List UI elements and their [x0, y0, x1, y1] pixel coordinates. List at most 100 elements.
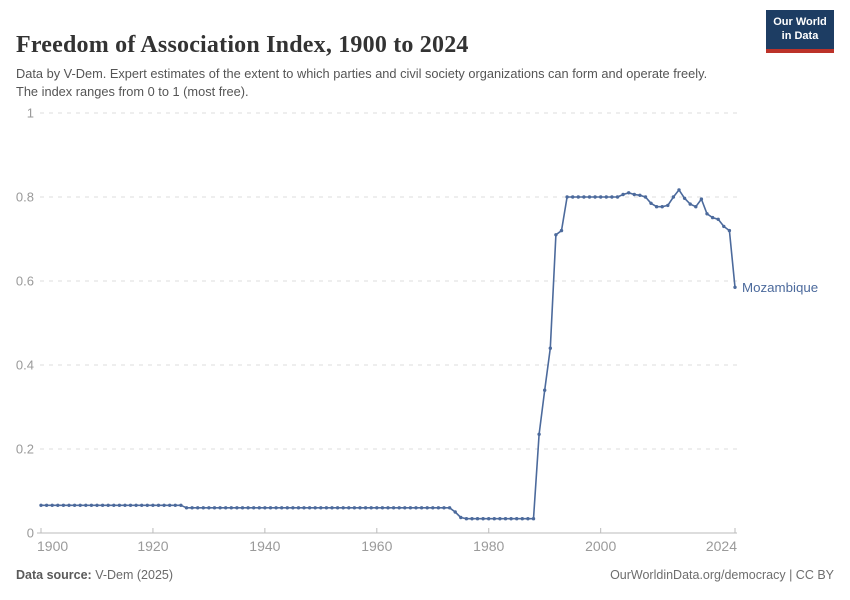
data-point[interactable]	[123, 503, 127, 507]
data-point[interactable]	[599, 195, 603, 199]
data-point[interactable]	[682, 196, 687, 200]
data-point[interactable]	[615, 195, 620, 199]
data-point[interactable]	[296, 506, 301, 510]
data-point[interactable]	[716, 217, 720, 221]
data-point[interactable]	[358, 506, 362, 510]
data-point[interactable]	[587, 195, 592, 199]
data-point[interactable]	[95, 503, 99, 507]
data-point[interactable]	[134, 503, 138, 507]
data-point[interactable]	[319, 506, 323, 510]
data-point[interactable]	[453, 510, 457, 514]
data-point[interactable]	[263, 506, 267, 510]
data-point[interactable]	[212, 506, 217, 510]
data-point[interactable]	[291, 506, 295, 510]
data-point[interactable]	[112, 503, 116, 507]
data-point[interactable]	[117, 503, 122, 507]
data-point[interactable]	[515, 517, 519, 521]
data-point[interactable]	[330, 506, 334, 510]
data-point[interactable]	[156, 503, 161, 507]
data-point[interactable]	[632, 192, 636, 197]
data-point[interactable]	[470, 517, 474, 521]
data-point[interactable]	[397, 506, 401, 510]
data-point[interactable]	[61, 503, 66, 507]
data-point[interactable]	[447, 506, 452, 510]
data-point[interactable]	[363, 506, 368, 510]
data-point[interactable]	[128, 503, 133, 507]
data-point[interactable]	[503, 517, 508, 521]
data-point[interactable]	[492, 517, 496, 521]
data-point[interactable]	[100, 503, 105, 507]
data-point[interactable]	[84, 503, 88, 507]
data-point[interactable]	[576, 195, 580, 199]
data-point[interactable]	[39, 503, 43, 507]
data-point[interactable]	[151, 503, 155, 507]
data-point[interactable]	[559, 228, 564, 233]
data-point[interactable]	[324, 506, 329, 510]
data-point[interactable]	[727, 228, 732, 233]
entity-label[interactable]: Mozambique	[742, 280, 818, 295]
data-point[interactable]	[72, 503, 77, 507]
data-point[interactable]	[710, 215, 715, 220]
series-line[interactable]	[41, 189, 736, 520]
data-point[interactable]	[369, 506, 373, 510]
data-point[interactable]	[571, 195, 575, 199]
data-point[interactable]	[207, 506, 211, 510]
data-point[interactable]	[246, 506, 250, 510]
data-point[interactable]	[621, 192, 625, 197]
data-point[interactable]	[179, 503, 183, 507]
data-point[interactable]	[173, 503, 177, 507]
data-point[interactable]	[671, 195, 676, 199]
data-point[interactable]	[464, 517, 469, 521]
data-point[interactable]	[436, 506, 441, 510]
data-point[interactable]	[688, 202, 692, 206]
data-point[interactable]	[487, 517, 491, 521]
data-point[interactable]	[694, 205, 698, 209]
data-point[interactable]	[218, 506, 222, 510]
data-point[interactable]	[498, 517, 502, 521]
data-point[interactable]	[252, 506, 256, 510]
data-point[interactable]	[89, 503, 94, 507]
data-point[interactable]	[196, 506, 200, 510]
data-point[interactable]	[229, 506, 233, 510]
data-point[interactable]	[403, 506, 407, 510]
data-point[interactable]	[257, 506, 261, 510]
data-point[interactable]	[459, 515, 463, 520]
data-point[interactable]	[543, 388, 547, 392]
data-point[interactable]	[643, 195, 648, 199]
data-point[interactable]	[649, 201, 653, 205]
data-point[interactable]	[425, 506, 429, 510]
data-point[interactable]	[106, 503, 110, 507]
data-point[interactable]	[582, 195, 586, 199]
data-point[interactable]	[414, 506, 418, 510]
data-point[interactable]	[78, 503, 82, 507]
data-point[interactable]	[722, 224, 726, 229]
data-point[interactable]	[307, 506, 312, 510]
data-point[interactable]	[302, 506, 306, 510]
data-point[interactable]	[140, 503, 144, 507]
data-point[interactable]	[554, 233, 558, 237]
data-point[interactable]	[67, 503, 71, 507]
data-point[interactable]	[654, 205, 659, 209]
data-point[interactable]	[677, 188, 681, 192]
data-point[interactable]	[386, 506, 390, 510]
data-point[interactable]	[285, 506, 289, 510]
data-point[interactable]	[50, 503, 54, 507]
data-point[interactable]	[352, 506, 357, 510]
data-point[interactable]	[341, 506, 345, 510]
license-link[interactable]: OurWorldinData.org/democracy | CC BY	[610, 568, 834, 582]
data-point[interactable]	[419, 506, 424, 510]
data-point[interactable]	[431, 506, 435, 510]
data-point[interactable]	[610, 195, 614, 199]
data-point[interactable]	[565, 195, 569, 199]
data-point[interactable]	[509, 517, 513, 521]
data-point[interactable]	[699, 197, 704, 201]
data-point[interactable]	[481, 517, 485, 521]
data-point[interactable]	[638, 193, 642, 197]
data-point[interactable]	[442, 506, 446, 510]
data-point[interactable]	[274, 506, 278, 510]
data-point[interactable]	[548, 346, 552, 350]
data-point[interactable]	[184, 506, 189, 510]
owid-logo[interactable]: Our World in Data	[766, 10, 834, 53]
data-point[interactable]	[347, 506, 351, 510]
